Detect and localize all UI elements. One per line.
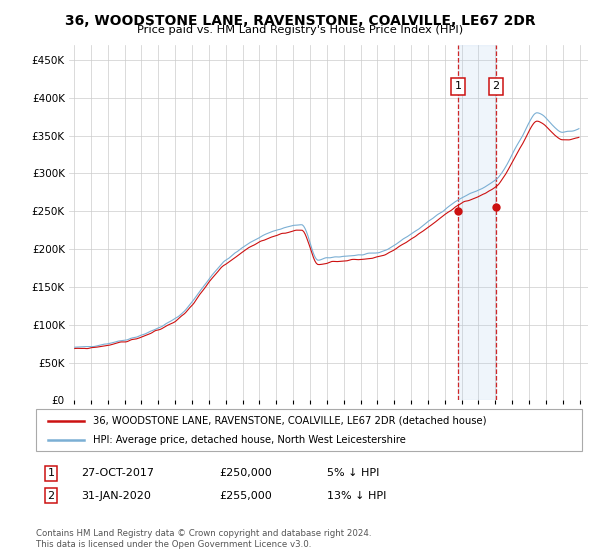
Text: Contains HM Land Registry data © Crown copyright and database right 2024.
This d: Contains HM Land Registry data © Crown c… [36,529,371,549]
Text: 2: 2 [47,491,55,501]
Text: Price paid vs. HM Land Registry's House Price Index (HPI): Price paid vs. HM Land Registry's House … [137,25,463,35]
Text: 1: 1 [47,468,55,478]
Text: 27-OCT-2017: 27-OCT-2017 [81,468,154,478]
Bar [458,45,496,400]
Text: 2: 2 [493,81,500,91]
Text: HPI: Average price, detached house, North West Leicestershire: HPI: Average price, detached house, Nort… [93,435,406,445]
Text: 5% ↓ HPI: 5% ↓ HPI [327,468,379,478]
Text: 31-JAN-2020: 31-JAN-2020 [81,491,151,501]
Text: £250,000: £250,000 [219,468,272,478]
Text: £255,000: £255,000 [219,491,272,501]
Text: 36, WOODSTONE LANE, RAVENSTONE, COALVILLE, LE67 2DR (detached house): 36, WOODSTONE LANE, RAVENSTONE, COALVILL… [93,416,487,426]
Text: 36, WOODSTONE LANE, RAVENSTONE, COALVILLE, LE67 2DR: 36, WOODSTONE LANE, RAVENSTONE, COALVILL… [65,14,535,28]
Text: 13% ↓ HPI: 13% ↓ HPI [327,491,386,501]
Text: 1: 1 [455,81,461,91]
